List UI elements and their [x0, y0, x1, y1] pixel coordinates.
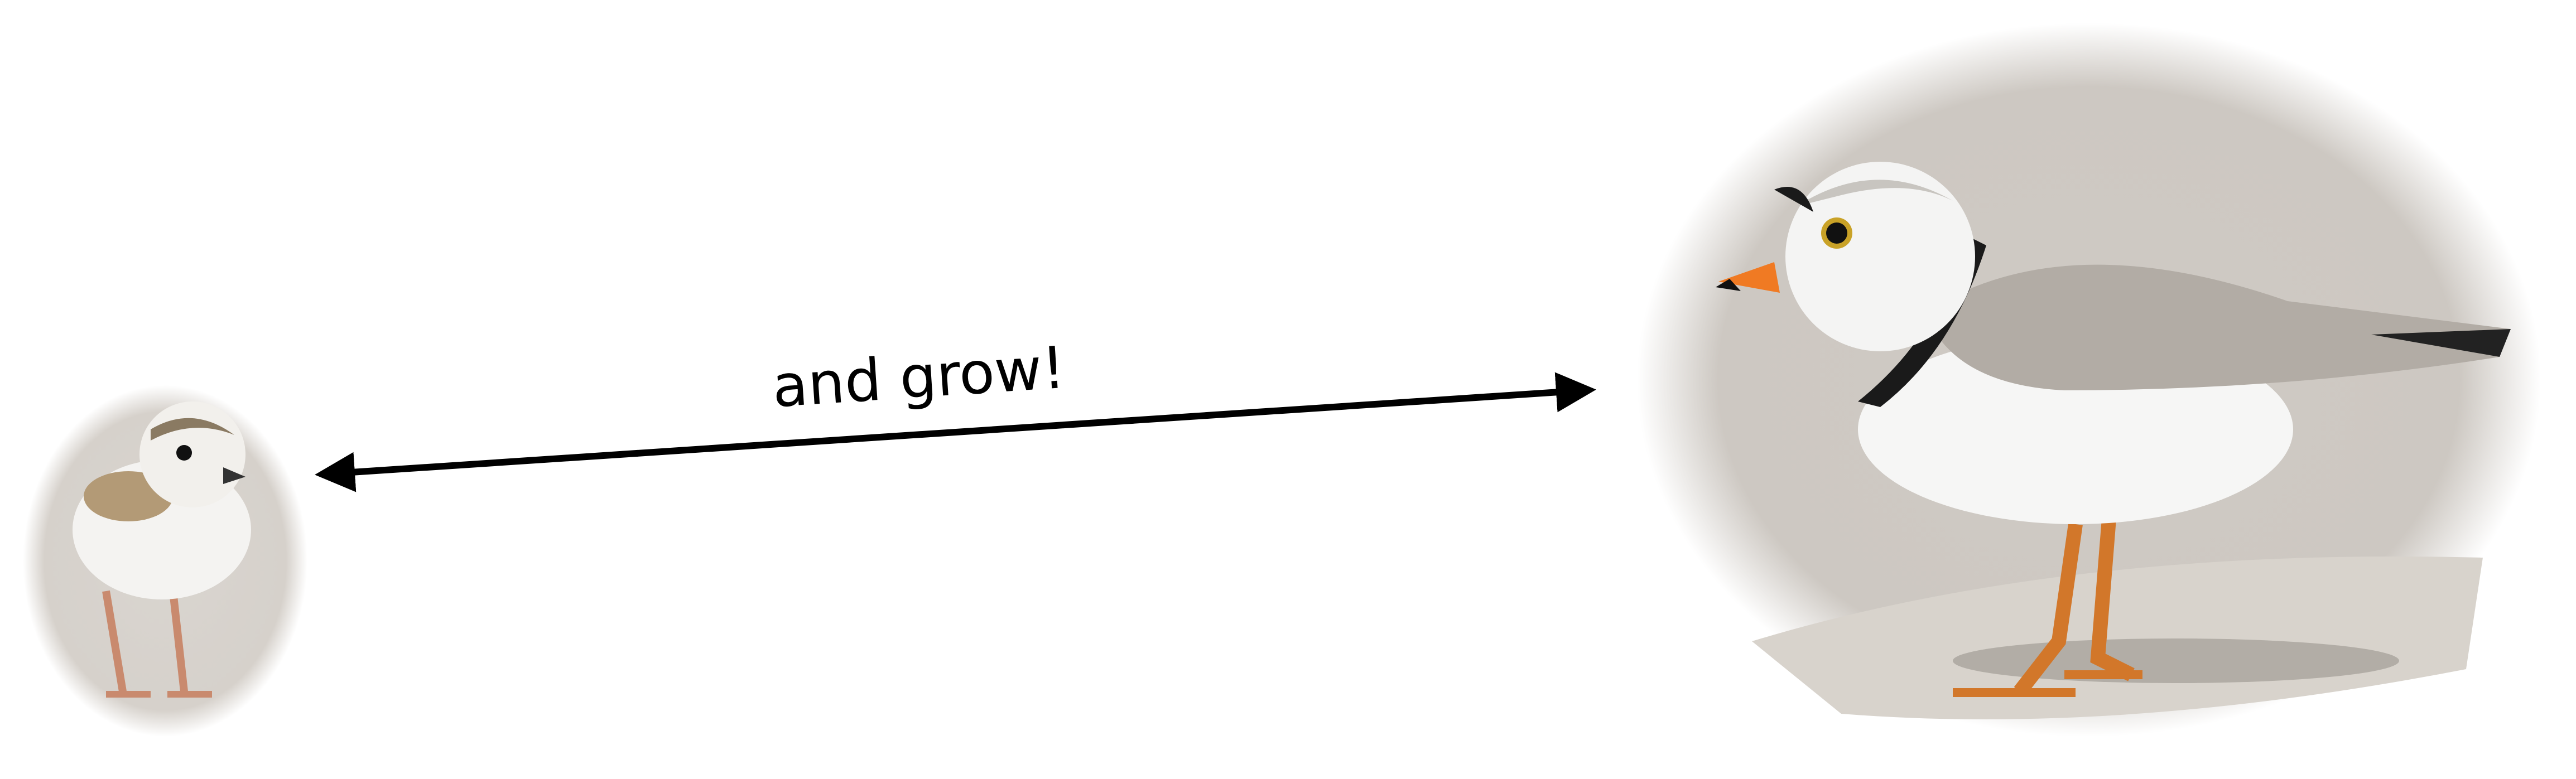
- adult-photo: [1637, 23, 2541, 737]
- arrow-label: and grow!: [770, 333, 1067, 421]
- chick-photo: [23, 385, 307, 737]
- growth-arrow: [315, 372, 1596, 492]
